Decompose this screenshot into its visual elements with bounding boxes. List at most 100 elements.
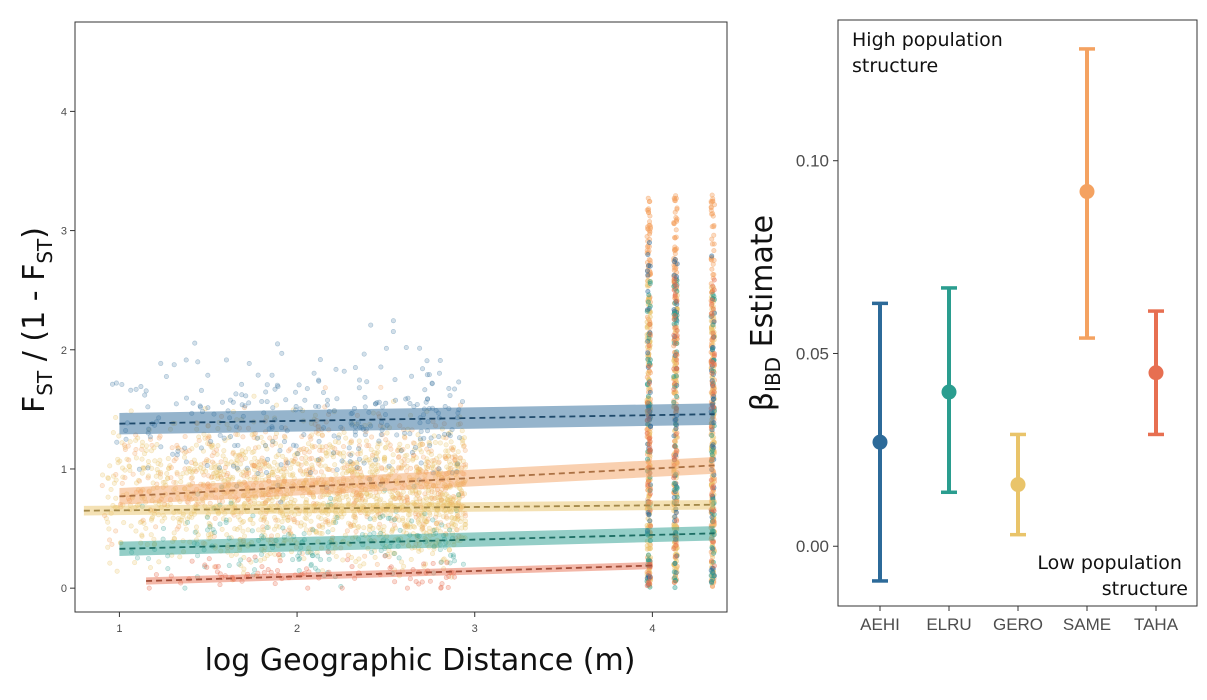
scatter-point — [447, 497, 453, 503]
scatter-point — [159, 518, 165, 524]
scatter-point — [165, 475, 171, 481]
scatter-point — [264, 520, 270, 526]
scatter-point — [215, 476, 221, 482]
scatter-point — [210, 527, 216, 533]
scatter-point — [157, 433, 163, 439]
scatter-point — [340, 471, 346, 477]
scatter-point — [671, 195, 677, 201]
scatter-point — [111, 480, 117, 486]
scatter-point — [330, 549, 336, 555]
scatter-point — [316, 378, 322, 384]
scatter-point — [296, 447, 302, 453]
scatter-point — [251, 466, 257, 472]
scatter-point — [328, 444, 334, 450]
scatter-point — [234, 526, 240, 532]
scatter-point — [709, 313, 715, 319]
scatter-point — [325, 397, 331, 403]
scatter-point — [166, 465, 172, 471]
scatter-point — [290, 557, 296, 563]
scatter-point — [442, 454, 448, 460]
scatter-point — [418, 547, 424, 553]
scatter-point — [157, 474, 163, 480]
scatter-point — [324, 453, 330, 459]
scatter-point — [708, 208, 714, 214]
error-bar-aehi — [872, 301, 888, 583]
scatter-point — [345, 557, 351, 563]
scatter-point — [272, 514, 278, 520]
scatter-point — [394, 513, 400, 519]
scatter-point — [182, 434, 188, 440]
scatter-point — [278, 462, 284, 468]
scatter-point — [264, 399, 270, 405]
scatter-point — [396, 517, 402, 523]
scatter-point — [320, 390, 326, 396]
scatter-point — [420, 524, 426, 530]
scatter-point — [671, 475, 677, 481]
scatter-point — [421, 435, 427, 441]
scatter-point — [281, 473, 287, 479]
scatter-point — [709, 266, 715, 272]
scatter-point — [671, 399, 677, 405]
scatter-point — [171, 458, 177, 464]
scatter-point — [119, 480, 125, 486]
scatter-point — [431, 490, 437, 496]
scatter-point — [671, 443, 677, 449]
scatter-point — [331, 496, 337, 502]
scatter-point — [246, 470, 252, 476]
scatter-point — [105, 519, 111, 525]
scatter-point — [401, 434, 407, 440]
scatter-point — [418, 512, 424, 518]
scatter-point — [444, 515, 450, 521]
estimate-point — [872, 434, 888, 450]
scatter-point — [382, 458, 388, 464]
scatter-point — [164, 471, 170, 477]
scatter-point — [382, 455, 388, 461]
scatter-point — [288, 532, 294, 538]
scatter-point — [215, 472, 221, 478]
scatter-point — [674, 485, 680, 491]
scatter-point — [708, 358, 714, 364]
scatter-point — [249, 462, 255, 468]
scatter-point — [154, 481, 160, 487]
scatter-point — [216, 468, 222, 474]
scatter-point — [271, 459, 277, 465]
scatter-point — [390, 494, 396, 500]
scatter-point — [261, 527, 267, 533]
scatter-point — [373, 496, 379, 502]
scatter-point — [168, 475, 174, 481]
scatter-point — [334, 396, 340, 402]
scatter-point — [128, 408, 134, 414]
scatter-point — [251, 567, 257, 573]
scatter-x-tick-label: 1 — [116, 623, 122, 635]
scatter-point — [407, 489, 413, 495]
scatter-point — [356, 385, 362, 391]
scatter-point — [287, 530, 293, 536]
scatter-point — [320, 524, 326, 530]
scatter-point — [301, 522, 307, 528]
scatter-point — [282, 435, 288, 441]
scatter-point — [382, 553, 388, 559]
scatter-point — [319, 522, 325, 528]
scatter-point — [380, 404, 386, 410]
scatter-point — [214, 569, 220, 575]
scatter-point — [209, 445, 215, 451]
scatter-point — [459, 515, 465, 521]
scatter-point — [304, 471, 310, 477]
scatter-point — [180, 471, 186, 477]
scatter-point — [238, 557, 244, 563]
scatter-point — [671, 480, 677, 486]
scatter-point — [362, 553, 368, 559]
scatter-point — [322, 385, 328, 391]
scatter-point — [218, 475, 224, 481]
scatter-point — [711, 351, 717, 357]
scatter-point — [258, 517, 264, 523]
scatter-point — [146, 463, 152, 469]
scatter-point — [415, 519, 421, 525]
scatter-point — [255, 372, 261, 378]
scatter-point — [230, 450, 236, 456]
scatter-point — [234, 457, 240, 463]
scatter-point — [417, 436, 423, 442]
scatter-point — [205, 405, 211, 411]
scatter-point — [404, 497, 410, 503]
scatter-point — [154, 467, 160, 473]
